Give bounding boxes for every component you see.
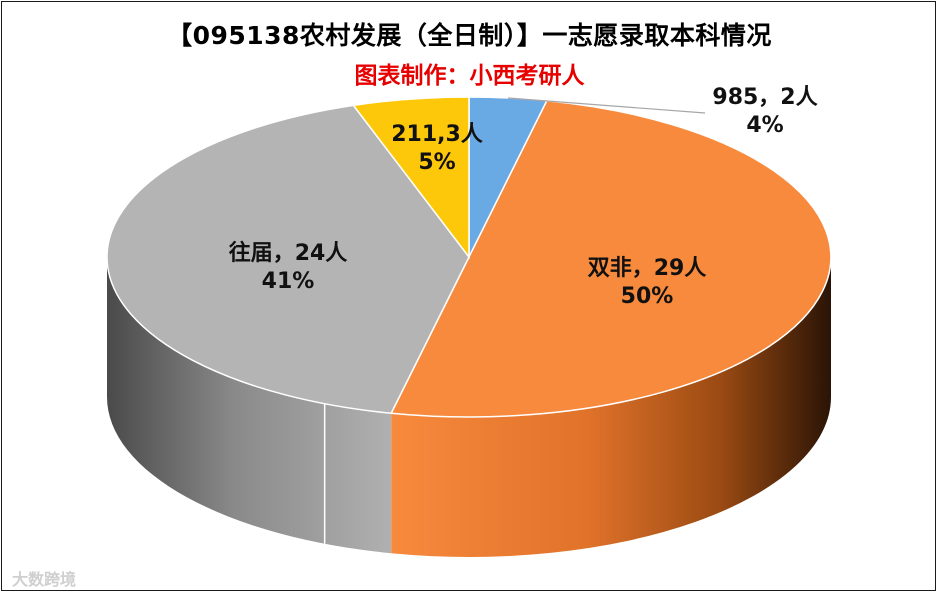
label-shuangfei: 双非，29人 50% [588, 255, 707, 311]
label-shuangfei-name: 双非，29人 [587, 256, 707, 281]
leader-line-985 [507, 97, 706, 114]
label-wangjie-name: 往届，24人 [228, 241, 348, 266]
label-985-name: 985，2人 [712, 85, 818, 110]
chart-title: 【095138农村发展（全日制）】一志愿录取本科情况 [167, 21, 772, 50]
label-985: 985，2人 4% [712, 84, 817, 140]
pie-slice-wangjie [106, 104, 470, 415]
label-211-name: 211,3人 [391, 122, 483, 147]
label-985-percent: 4% [746, 113, 784, 138]
label-211: 211,3人 5% [391, 121, 483, 177]
pie-side-shuangfei [391, 257, 831, 557]
label-shuangfei-percent: 50% [620, 284, 674, 309]
pie-side-wangjie [107, 257, 392, 554]
watermark: 大数跨境 [12, 570, 77, 589]
pie-slice-211 [352, 96, 470, 260]
pie-slice-shuangfei [390, 99, 832, 418]
chart-subtitle: 图表制作：小西考研人 [354, 63, 585, 89]
label-wangjie: 往届，24人 41% [229, 240, 348, 296]
label-211-percent: 5% [418, 150, 456, 175]
label-wangjie-percent: 41% [261, 269, 315, 294]
